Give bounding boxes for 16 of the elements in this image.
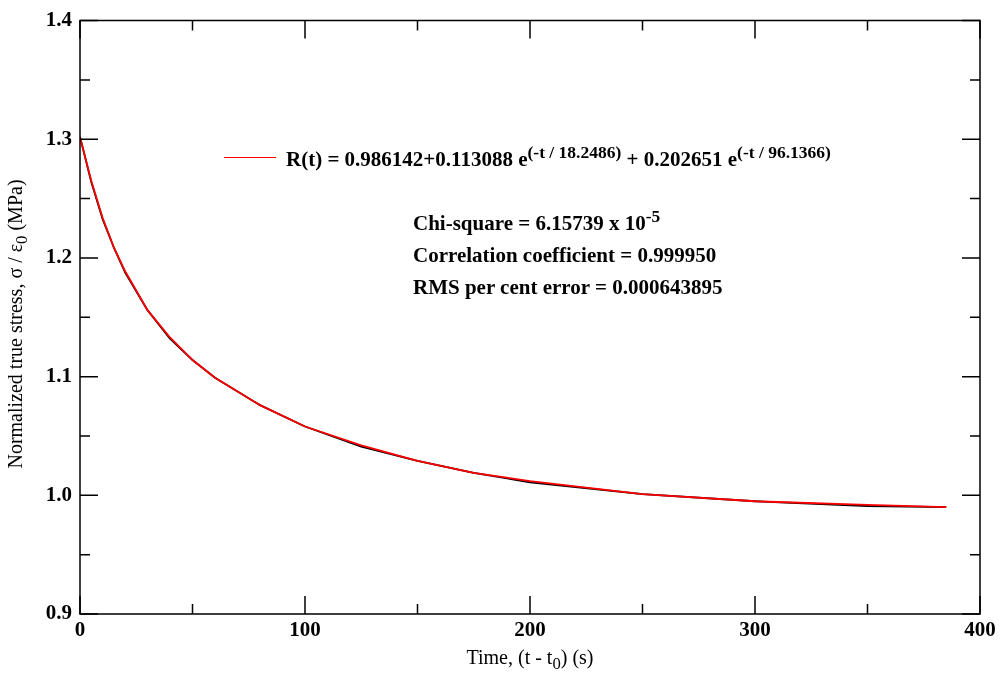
y-tick-label: 1.0 [45, 481, 72, 506]
annotation: Chi-square = 6.15739 x 10$^{-5}$ [413, 205, 662, 237]
y-tick-label: 1.3 [45, 125, 72, 150]
x-tick-label: 400 [964, 617, 996, 642]
x-tick-label: 200 [514, 617, 546, 642]
legend-label: R(t) = 0.986142+0.113088 e$^{(-t / 18.2486)}$ + 0.202651 e$^{(-t / 96.1366)}$ [286, 142, 831, 172]
x-tick-label: 0 [74, 617, 86, 642]
annotation: RMS per cent error = 0.000643895 [413, 274, 723, 301]
y-tick-label: 1.1 [45, 363, 72, 388]
x-axis-title: Time, (t - t$_{0}$) (s) [465, 646, 595, 674]
x-tick-label: 100 [289, 617, 321, 642]
x-tick-label: 300 [739, 617, 771, 642]
y-tick-label: 0.9 [45, 600, 72, 625]
y-tick-label: 1.4 [45, 7, 73, 32]
y-tick-label: 1.2 [45, 244, 72, 269]
annotation: Correlation coefficient = 0.999950 [413, 242, 718, 269]
